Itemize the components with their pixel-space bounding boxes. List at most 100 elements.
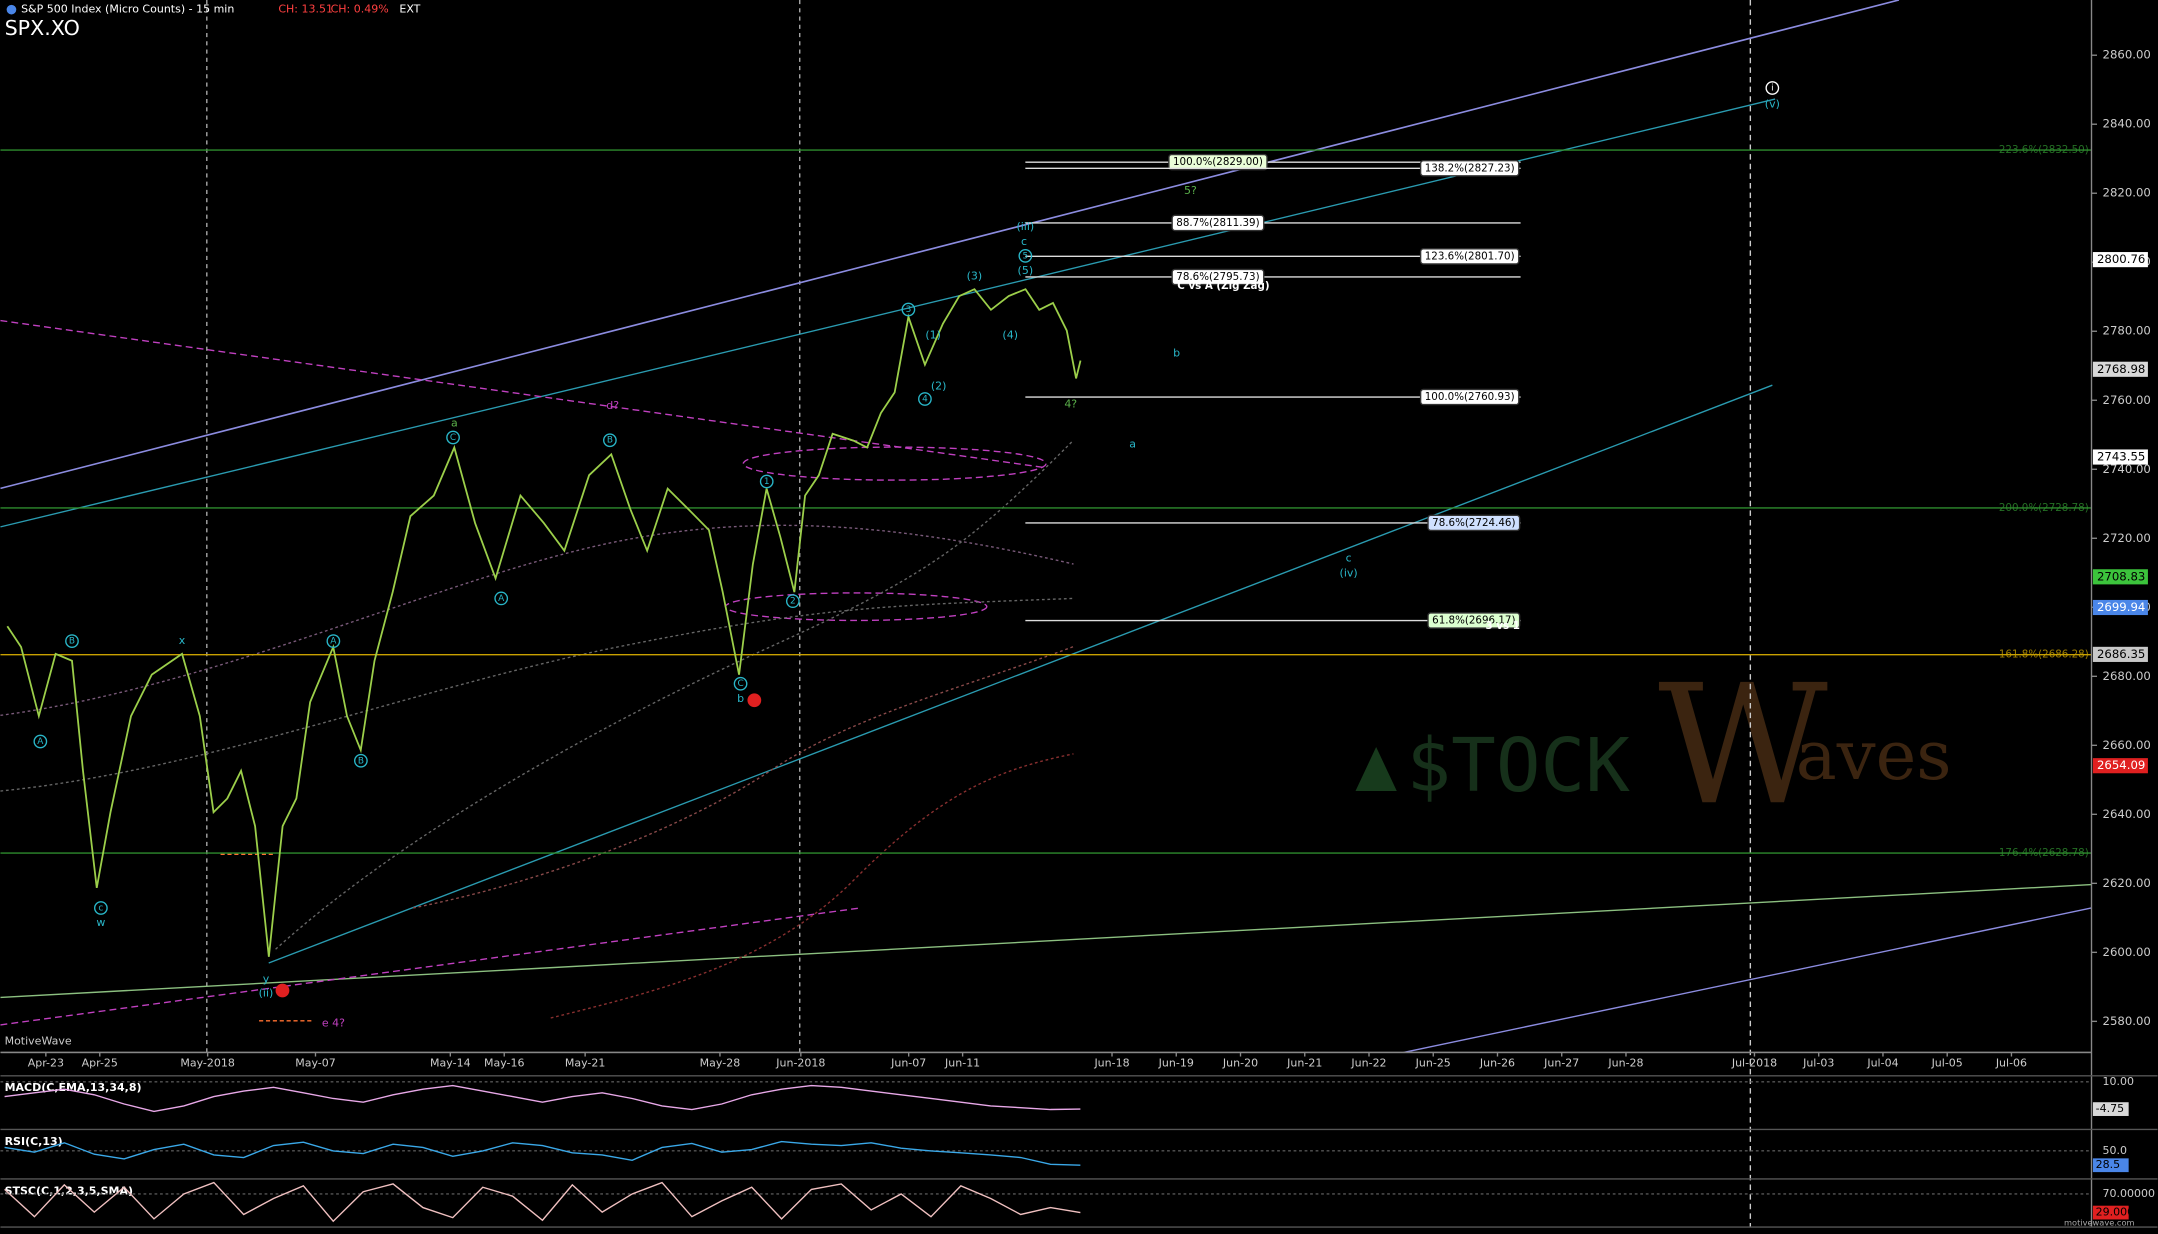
wave-label: B xyxy=(69,637,75,647)
fib-label: 61.8%(2696.17) xyxy=(1432,615,1515,627)
trendline xyxy=(268,384,1773,964)
indicator-name: RSI(C,13) xyxy=(5,1135,63,1148)
indicator-tag xyxy=(2092,1102,2129,1116)
price-line xyxy=(6,288,1082,957)
wave-label: 3 xyxy=(906,305,912,315)
wave-label: 1 xyxy=(764,477,770,487)
change-percent: CH: 0.49% xyxy=(331,3,389,16)
indicator-line xyxy=(4,1084,1081,1113)
wave-label: C xyxy=(737,679,743,689)
price-tag xyxy=(2092,646,2148,662)
fib-label-box xyxy=(1419,160,1520,177)
x-tick-label: Jun-19 xyxy=(1158,1056,1194,1069)
price-tag xyxy=(2092,599,2148,616)
fib-label: 78.6%(2795.73) xyxy=(1176,271,1259,283)
wave-label: w xyxy=(96,916,105,929)
wave-label: a xyxy=(451,417,458,430)
symbol-icon xyxy=(6,4,17,15)
x-tick-label: May-16 xyxy=(484,1056,525,1069)
fib-label: 100.0%(2760.93) xyxy=(1425,391,1515,403)
moving-average xyxy=(275,439,1074,950)
note: 3 vs 1 xyxy=(1486,620,1520,632)
level-label: 200.0%(2728.78) xyxy=(1999,502,2089,514)
fib-label: 78.6%(2724.46) xyxy=(1432,517,1515,529)
price-tag-label: 2699.94 xyxy=(2097,600,2145,614)
wave-label: i xyxy=(1771,84,1773,94)
alert-icon xyxy=(275,983,290,998)
wave-circle xyxy=(354,753,368,768)
indicator-line xyxy=(4,1181,1081,1223)
y-tick-label: 2740.00 xyxy=(2103,462,2151,476)
wave-label: (iii) xyxy=(1016,220,1034,233)
symbol: SPX.XO xyxy=(5,16,80,40)
indicator-tag-label: 29.0000 xyxy=(2096,1206,2141,1219)
fib-label-box xyxy=(1427,514,1521,532)
x-tick-label: Jun-25 xyxy=(1415,1056,1451,1069)
y-tick-label: 2580.00 xyxy=(2103,1014,2151,1028)
level-label: 176.4%(2628.78) xyxy=(1999,847,2089,859)
wave-label: y xyxy=(263,972,270,985)
fib-label-box xyxy=(1419,388,1520,406)
x-tick-label: Jun-18 xyxy=(1093,1056,1129,1069)
y-tick-label: 2600.00 xyxy=(2103,945,2151,959)
y-tick-label: 2860.00 xyxy=(2103,48,2151,62)
x-tick-label: Jun-11 xyxy=(944,1056,980,1069)
target-ellipse xyxy=(742,446,1047,481)
trendline xyxy=(1403,907,2092,1054)
wave-label: 2 xyxy=(790,597,796,607)
level-label: 161.8%(2686.28) xyxy=(1999,649,2089,661)
wave-circle xyxy=(733,676,748,691)
wave-circle xyxy=(785,594,800,609)
wave-circle xyxy=(1018,249,1033,263)
wave-label: (v) xyxy=(1765,98,1780,111)
y-tick-label: 2660.00 xyxy=(2103,738,2151,752)
wave-label: 4? xyxy=(1064,397,1077,410)
y-tick-label: 2620.00 xyxy=(2103,876,2151,890)
session: EXT xyxy=(399,3,420,16)
wave-label: A xyxy=(498,594,505,604)
x-tick-label: Jun-07 xyxy=(890,1056,926,1069)
x-tick-label: Jul-2018 xyxy=(1731,1056,1777,1069)
price-tag-label: 2768.98 xyxy=(2097,362,2145,376)
wave-label: (4) xyxy=(1002,329,1018,342)
wave-label: x xyxy=(179,634,186,647)
indicator-tag xyxy=(2092,1205,2129,1220)
x-tick-label: Jun-22 xyxy=(1350,1056,1386,1069)
price-tag xyxy=(2092,361,2148,377)
x-tick-label: Apr-25 xyxy=(82,1056,118,1069)
indicator-tag-label: 28.5 xyxy=(2096,1158,2121,1171)
wave-label: c xyxy=(1346,552,1352,565)
indicator-tick-label: 50.0 xyxy=(2103,1144,2128,1157)
watermark-text: $TOCK xyxy=(1406,722,1630,809)
wave-label: (ii) xyxy=(259,986,274,999)
x-tick-label: May-21 xyxy=(565,1056,606,1069)
wave-label: 5 xyxy=(1023,251,1029,261)
x-tick-label: Jul-03 xyxy=(1802,1056,1834,1069)
y-tick-label: 2720.00 xyxy=(2103,531,2151,545)
wave-circle xyxy=(94,901,108,915)
indicator-tick-label: 10.00 xyxy=(2103,1075,2135,1088)
wave-label: B xyxy=(358,756,364,766)
wave-circle xyxy=(326,634,341,648)
x-tick-label: Jun-28 xyxy=(1607,1056,1643,1069)
wave-circle xyxy=(33,734,48,749)
price-tag xyxy=(2092,758,2148,774)
fib-label: 100.0%(2829.00) xyxy=(1173,156,1263,168)
fib-label-box xyxy=(1427,612,1521,629)
footer: motivewave.com xyxy=(2064,1217,2135,1227)
fib-label-box xyxy=(1168,153,1268,171)
fib-label: 138.2%(2827.23) xyxy=(1425,162,1515,174)
x-tick-label: May-2018 xyxy=(180,1056,235,1069)
wave-label: b xyxy=(1173,347,1180,360)
price-tag xyxy=(2092,252,2148,268)
wave-label: (1) xyxy=(925,329,941,342)
price-tag-label: 2800.76 xyxy=(2097,252,2145,266)
watermark-triangle xyxy=(1355,747,1397,792)
indicator-tag-label: -4.75 xyxy=(2096,1102,2124,1115)
x-tick-label: Jun-20 xyxy=(1222,1056,1258,1069)
x-tick-label: May-14 xyxy=(430,1056,471,1069)
moving-average xyxy=(0,597,1074,792)
x-tick-label: Jul-06 xyxy=(1995,1056,2027,1069)
